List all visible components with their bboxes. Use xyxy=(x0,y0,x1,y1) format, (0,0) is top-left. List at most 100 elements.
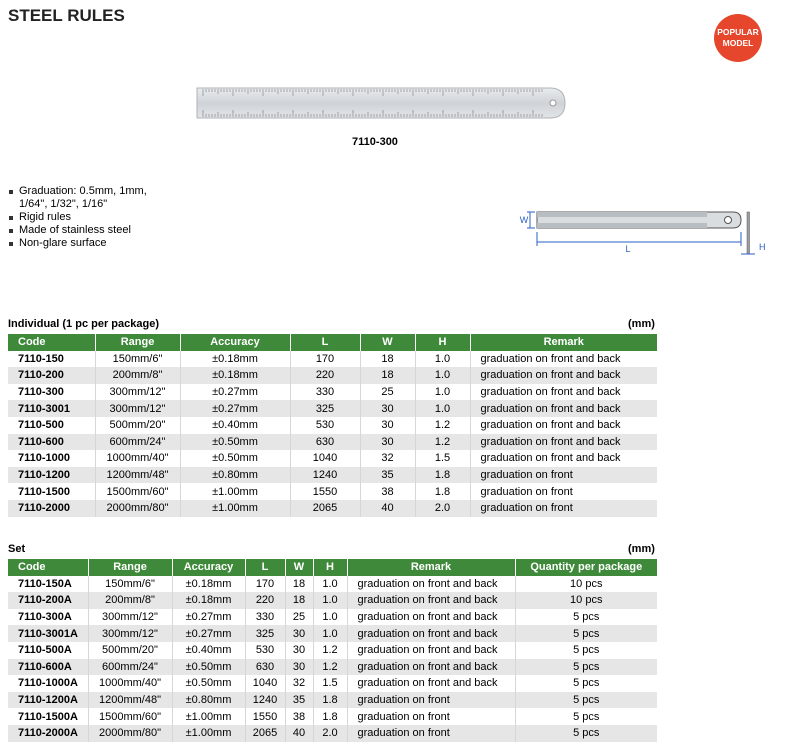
cell: graduation on front and back xyxy=(469,450,657,467)
cell: 150mm/6" xyxy=(87,575,172,593)
row: 7110-600A 600mm/24" ±0.50mm 630 30 1.2 graduat… xyxy=(8,658,657,676)
badge-text: POPULAR xyxy=(717,27,759,37)
row: 7110-300 300mm/12" ±0.27mm 330 25 1.0 graduati… xyxy=(8,383,657,401)
header-row: Code Range Accuracy L W H Remark xyxy=(8,334,657,351)
cell: ±0.50mm xyxy=(171,675,245,692)
cell: 1500mm/60" xyxy=(87,708,172,725)
cell: graduation on front and back xyxy=(469,367,657,384)
feature-list: Graduation: 0.5mm, 1mm, 1/64", 1/32", 1/… xyxy=(8,185,169,250)
cell: 325 xyxy=(289,400,360,417)
dim-label: H xyxy=(759,242,766,252)
cell: 300mm/12" xyxy=(87,608,172,626)
row: 7110-500A 500mm/20" ±0.40mm 530 30 1.2 graduat… xyxy=(8,641,657,659)
cell: 2.0 xyxy=(312,724,347,742)
cell: graduation on front and back xyxy=(346,592,515,609)
cell: 5 pcs xyxy=(514,724,657,742)
cell: graduation on front and back xyxy=(469,433,657,451)
cell: 1.5 xyxy=(414,450,470,467)
row: 7110-600 600mm/24" ±0.50mm 630 30 1.2 graduati… xyxy=(8,433,657,451)
cell: 40 xyxy=(284,724,313,742)
cell: 1.0 xyxy=(414,350,470,368)
cell: 1.8 xyxy=(312,708,347,725)
cell: 30 xyxy=(284,658,313,676)
cell: 630 xyxy=(244,658,285,676)
header-row: Code Range Accuracy L W H Remark Quantity per p… xyxy=(8,559,657,576)
header-cell: H xyxy=(414,334,470,351)
cell: 1240 xyxy=(244,691,285,709)
cell: ±0.50mm xyxy=(179,433,290,451)
cell: 200mm/8" xyxy=(94,367,180,384)
cell: graduation on front and back xyxy=(469,383,657,401)
cell: 1.0 xyxy=(312,608,347,626)
cell: 200mm/8" xyxy=(87,592,172,609)
cell: ±0.18mm xyxy=(179,367,290,384)
cell: 500mm/20" xyxy=(87,641,172,659)
cell: 7110-1200A xyxy=(8,691,88,709)
cell: 2000mm/80" xyxy=(94,499,180,517)
cell: 35 xyxy=(359,466,415,484)
row: 7110-1200A 1200mm/48" ±0.80mm 1240 35 1.8 grad… xyxy=(8,691,657,709)
cell: 32 xyxy=(284,675,313,692)
cell: 1.0 xyxy=(312,625,347,642)
cell: ±0.27mm xyxy=(179,383,290,401)
cell: graduation on front and back xyxy=(346,608,515,626)
cell: 18 xyxy=(284,575,313,593)
cell: graduation on front and back xyxy=(469,416,657,434)
cell: 25 xyxy=(284,608,313,626)
cell: 7110-150 xyxy=(18,352,64,365)
cell: 18 xyxy=(284,592,313,609)
cell: graduation on front xyxy=(346,724,515,742)
cell: 5 pcs xyxy=(514,608,657,626)
cell: graduation on front and back xyxy=(346,675,515,692)
product-image xyxy=(196,87,566,119)
cell: ±0.18mm xyxy=(171,575,245,593)
cell: graduation on front and back xyxy=(469,350,657,368)
header-cell: Remark xyxy=(346,559,515,576)
cell: 1.0 xyxy=(414,367,470,384)
feature: Graduation: 0.5mm, 1mm, 1/64", 1/32", 1/… xyxy=(8,185,169,211)
cell: 18 xyxy=(359,350,415,368)
cell: 7110-2000A xyxy=(8,724,88,742)
dimension-diagram: W L H xyxy=(520,211,766,255)
cell: 5 pcs xyxy=(514,708,657,725)
cell: ±0.40mm xyxy=(179,416,290,434)
cell: 7110-300A xyxy=(18,611,72,624)
cell: ±0.27mm xyxy=(179,400,290,417)
header-cell: Accuracy xyxy=(171,559,245,576)
cell: 1.8 xyxy=(312,691,347,709)
header-cell: L xyxy=(289,334,360,351)
cell: 1.0 xyxy=(414,383,470,401)
unit: (mm) xyxy=(628,543,655,555)
cell: 7110-3001A xyxy=(8,625,88,642)
cell: 220 xyxy=(244,592,285,609)
cell: 530 xyxy=(244,641,285,659)
cell: 1.2 xyxy=(414,416,470,434)
cell: 330 xyxy=(244,608,285,626)
row: 7110-2000A 2000mm/80" ±1.00mm 2065 40 2.0 grad… xyxy=(8,724,657,742)
cell: 30 xyxy=(359,416,415,434)
cell: 1040 xyxy=(244,675,285,692)
cell: 1000mm/40" xyxy=(94,450,180,467)
header-cell: Code xyxy=(8,559,88,576)
header-cell: W xyxy=(284,559,313,576)
cell: 5 pcs xyxy=(514,691,657,709)
cell: graduation on front xyxy=(346,708,515,725)
cell: 30 xyxy=(359,400,415,417)
header-cell: Accuracy xyxy=(179,334,290,351)
cell: graduation on front and back xyxy=(346,625,515,642)
dim-label: W xyxy=(520,215,529,225)
cell: ±0.40mm xyxy=(171,641,245,659)
row: 7110-150 150mm/6" ±0.18mm 170 18 1.0 graduatio… xyxy=(8,350,657,368)
cell: 325 xyxy=(244,625,285,642)
header-cell: H xyxy=(312,559,347,576)
cell: ±1.00mm xyxy=(171,724,245,742)
cell: 40 xyxy=(359,499,415,517)
cell: 300mm/12" xyxy=(87,625,172,642)
cell: ±0.50mm xyxy=(179,450,290,467)
cell: 600mm/24" xyxy=(94,433,180,451)
header-cell: Remark xyxy=(469,334,657,351)
cell: graduation on front and back xyxy=(346,641,515,659)
cell: 25 xyxy=(359,383,415,401)
feature: Non-glare surface xyxy=(8,237,169,250)
